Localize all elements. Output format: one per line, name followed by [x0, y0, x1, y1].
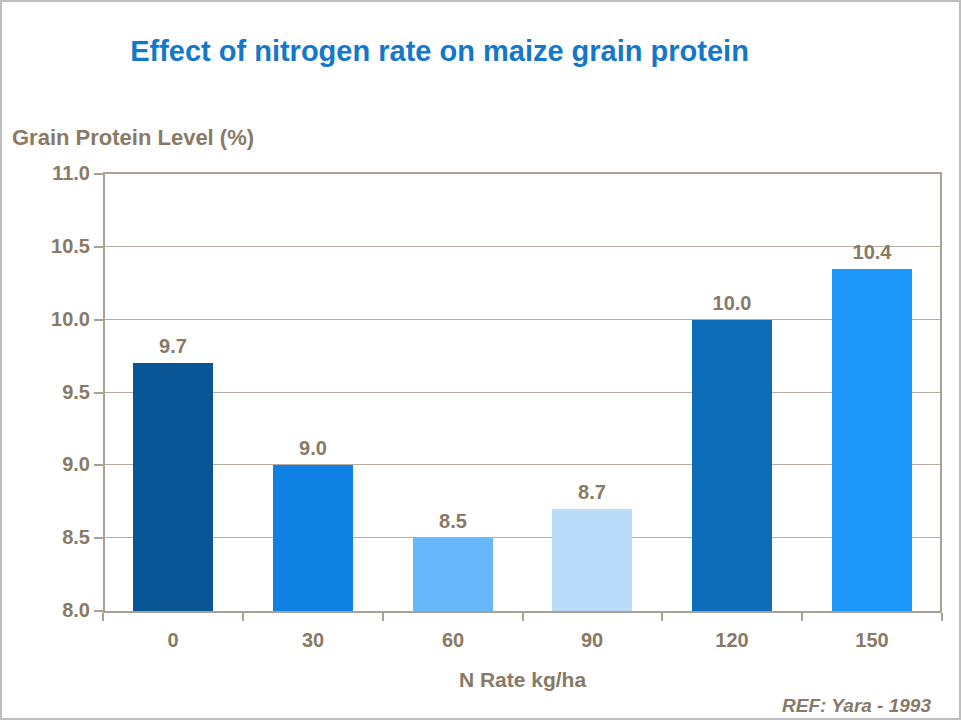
x-tick-mark — [661, 613, 663, 621]
y-gridline — [105, 464, 940, 465]
y-gridline — [105, 246, 940, 247]
x-tick-label: 150 — [812, 629, 932, 652]
x-tick-mark — [242, 613, 244, 621]
bar — [552, 509, 632, 611]
y-gridline — [105, 392, 940, 393]
y-tick-label: 10.0 — [20, 308, 90, 331]
y-tick-label: 8.5 — [20, 526, 90, 549]
y-tick-label: 8.0 — [20, 599, 90, 622]
x-tick-label: 0 — [113, 629, 233, 652]
bar — [692, 320, 772, 611]
bar — [832, 269, 912, 611]
y-tick-label: 11.0 — [20, 162, 90, 185]
bar — [133, 363, 213, 611]
x-tick-mark — [801, 613, 803, 621]
y-gridline — [105, 319, 940, 320]
y-tick-mark — [94, 610, 103, 612]
y-tick-label: 9.0 — [20, 453, 90, 476]
y-gridline — [105, 537, 940, 538]
y-tick-mark — [94, 537, 103, 539]
x-tick-label: 30 — [253, 629, 373, 652]
reference-note: REF: Yara - 1993 — [782, 695, 931, 717]
bar-value-label: 10.0 — [682, 292, 782, 315]
x-axis-title: N Rate kg/ha — [103, 668, 942, 692]
x-tick-mark — [382, 613, 384, 621]
slide-canvas: Effect of nitrogen rate on maize grain p… — [0, 0, 961, 720]
y-tick-label: 10.5 — [20, 235, 90, 258]
bar-value-label: 9.7 — [123, 335, 223, 358]
bar — [413, 538, 493, 611]
bar-value-label: 10.4 — [822, 241, 922, 264]
y-tick-label: 9.5 — [20, 381, 90, 404]
y-tick-mark — [94, 173, 103, 175]
y-tick-mark — [94, 246, 103, 248]
chart-title: Effect of nitrogen rate on maize grain p… — [2, 35, 877, 68]
x-tick-label: 90 — [532, 629, 652, 652]
y-axis-title: Grain Protein Level (%) — [12, 125, 254, 151]
x-tick-mark — [522, 613, 524, 621]
bar — [273, 465, 353, 611]
x-tick-label: 60 — [393, 629, 513, 652]
bar-value-label: 8.7 — [542, 481, 642, 504]
x-tick-label: 120 — [672, 629, 792, 652]
x-tick-mark — [941, 613, 943, 621]
bar-value-label: 8.5 — [403, 510, 503, 533]
x-tick-mark — [102, 613, 104, 621]
y-tick-mark — [94, 392, 103, 394]
bar-value-label: 9.0 — [263, 437, 363, 460]
y-tick-mark — [94, 464, 103, 466]
y-tick-mark — [94, 319, 103, 321]
